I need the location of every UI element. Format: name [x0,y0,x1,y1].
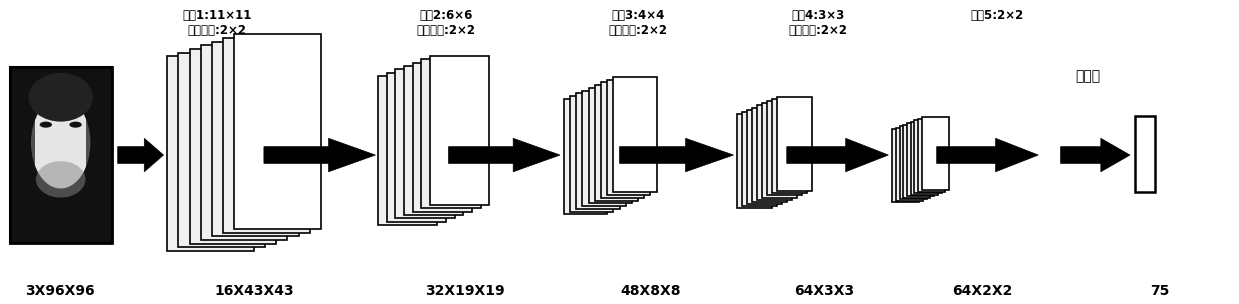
Bar [413,63,472,212]
Bar [589,88,632,203]
Bar [10,67,112,111]
Bar [767,101,802,195]
Ellipse shape [40,122,52,128]
Bar [576,93,620,209]
Bar [10,67,112,243]
Polygon shape [264,138,375,172]
Polygon shape [118,138,164,172]
Ellipse shape [28,73,93,122]
Text: 64X2X2: 64X2X2 [953,284,1012,298]
Bar [570,96,613,212]
Text: 卷积4:3×3
最大池化:2×2: 卷积4:3×3 最大池化:2×2 [788,9,847,37]
Bar [772,99,807,193]
Text: 卷积5:2×2: 卷积5:2×2 [971,9,1023,22]
Polygon shape [620,138,733,172]
Bar [430,56,489,205]
Bar [167,56,254,251]
Bar [903,125,930,198]
Text: 卷积1:11×11
最大池化:2×2: 卷积1:11×11 最大池化:2×2 [182,9,252,37]
Bar [911,122,938,195]
Ellipse shape [69,122,82,128]
Text: 48X8X8: 48X8X8 [621,284,680,298]
Bar [595,85,638,201]
Text: 卷积2:6×6
最大池化:2×2: 卷积2:6×6 最大池化:2×2 [416,9,476,37]
Bar [914,120,942,193]
Polygon shape [1061,138,1130,172]
Bar [395,69,455,218]
Bar [601,82,644,198]
Bar [421,59,481,208]
Bar [10,67,112,243]
Text: 75: 75 [1150,284,1170,298]
Bar [1135,116,1155,192]
Bar [907,123,934,196]
Text: 16X43X43: 16X43X43 [214,284,294,298]
Bar [234,34,321,229]
Bar [737,114,772,208]
Bar [747,110,782,204]
Polygon shape [449,138,560,172]
Polygon shape [937,138,1038,172]
Bar [777,97,812,191]
Text: 卷积3:4×4
最大池化:2×2: 卷积3:4×4 最大池化:2×2 [608,9,668,37]
Bar [223,38,310,233]
Bar [762,103,797,198]
Text: 64X3X3: 64X3X3 [794,284,854,298]
Bar [922,117,949,190]
Bar [892,129,919,202]
Bar [190,49,276,244]
Bar [201,45,287,240]
Bar [387,73,446,222]
Ellipse shape [36,161,85,198]
Bar [607,80,650,195]
Bar [564,99,607,214]
Text: 全连接: 全连接 [1075,69,1100,83]
Bar [742,112,777,206]
Bar [212,42,299,236]
Bar [896,128,923,201]
Bar [404,66,463,215]
Ellipse shape [31,97,90,188]
Polygon shape [787,138,888,172]
Bar [10,67,35,243]
Text: 3X96X96: 3X96X96 [25,284,94,298]
Bar [178,53,265,247]
Bar [900,126,927,199]
Text: 32X19X19: 32X19X19 [425,284,504,298]
Bar [752,108,787,202]
Bar [85,67,112,243]
Bar [582,91,626,206]
Bar [757,105,792,200]
Bar [378,76,437,225]
Bar [613,77,657,192]
Bar [918,119,945,192]
